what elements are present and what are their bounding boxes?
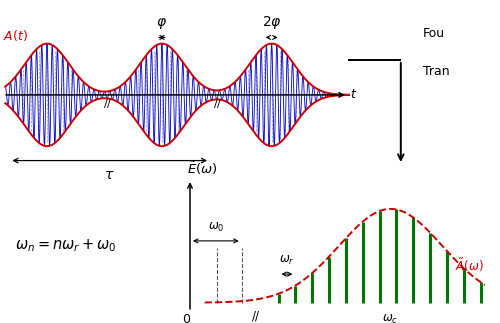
Text: $A(t)$: $A(t)$ bbox=[3, 27, 28, 43]
Text: Fou: Fou bbox=[423, 27, 446, 40]
Text: $\varphi$: $\varphi$ bbox=[156, 16, 168, 31]
Text: Tran: Tran bbox=[423, 65, 450, 78]
Text: $\omega_r$: $\omega_r$ bbox=[279, 254, 294, 267]
Text: $//$: $//$ bbox=[252, 309, 262, 323]
Text: $0$: $0$ bbox=[182, 313, 192, 323]
Text: $//$: $//$ bbox=[103, 98, 113, 110]
Text: $\tilde{E}(\omega)$: $\tilde{E}(\omega)$ bbox=[187, 159, 218, 177]
Text: $//$: $//$ bbox=[212, 98, 222, 110]
Text: $\tau$: $\tau$ bbox=[104, 168, 115, 182]
Text: $\tilde{A}(\omega)$: $\tilde{A}(\omega)$ bbox=[455, 256, 484, 274]
Text: $2\varphi$: $2\varphi$ bbox=[262, 14, 281, 31]
Text: $\omega_n = n\omega_r + \omega_0$: $\omega_n = n\omega_r + \omega_0$ bbox=[15, 237, 116, 254]
Text: $\omega_0$: $\omega_0$ bbox=[208, 221, 224, 234]
Text: $\omega_c$: $\omega_c$ bbox=[382, 313, 398, 323]
Text: $t$: $t$ bbox=[350, 89, 358, 101]
